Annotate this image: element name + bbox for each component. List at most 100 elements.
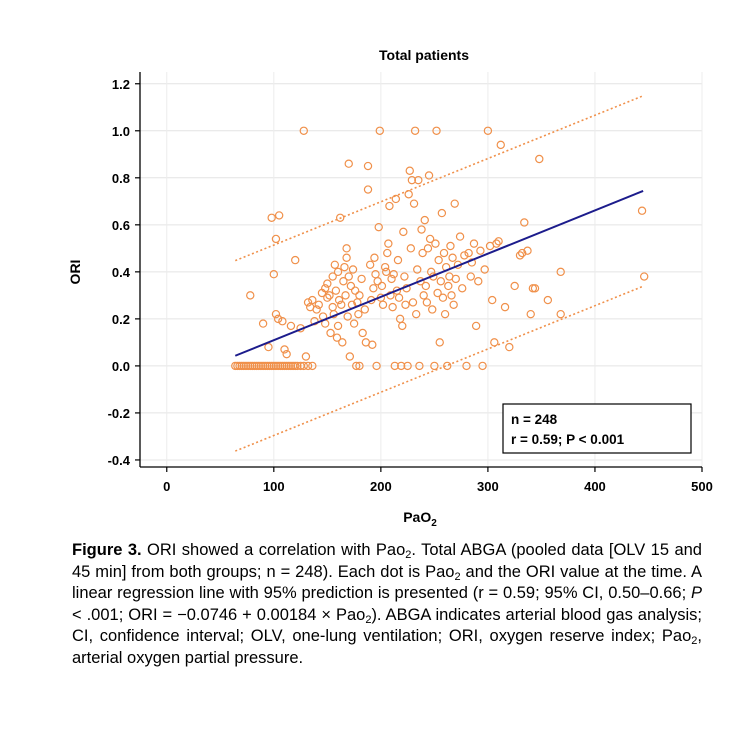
data-point <box>340 262 349 272</box>
data-point <box>476 246 485 255</box>
data-point <box>273 314 283 324</box>
data-point <box>434 255 443 265</box>
data-point <box>332 333 342 342</box>
data-point <box>413 265 422 274</box>
data-point <box>349 319 359 328</box>
data-point <box>474 277 483 286</box>
data-point <box>333 267 343 277</box>
data-point <box>293 361 302 371</box>
data-point <box>543 295 553 305</box>
data-point <box>418 248 427 258</box>
data-point <box>343 312 352 321</box>
data-point <box>439 248 449 258</box>
axes <box>135 72 703 472</box>
y-tick-label-6: 0.8 <box>112 171 130 186</box>
data-point <box>267 213 276 222</box>
data-point <box>405 166 414 175</box>
regression-line-path <box>234 189 644 357</box>
data-point <box>323 279 332 288</box>
data-point <box>365 260 375 269</box>
data-point <box>393 255 403 265</box>
data-point <box>355 291 364 300</box>
data-point <box>556 267 565 277</box>
data-point <box>435 338 444 347</box>
data-point <box>515 251 525 260</box>
x-tick-label-4: 400 <box>584 479 606 494</box>
data-point <box>258 319 268 328</box>
prediction-line-upper <box>234 95 644 262</box>
data-point <box>380 262 390 272</box>
data-points <box>231 126 649 371</box>
data-point <box>369 284 378 293</box>
data-point <box>378 300 388 309</box>
caption-sub-2: 2 <box>454 570 461 583</box>
data-point <box>458 284 467 293</box>
scatter-chart: -0.4 -0.2 0.0 0.2 0.4 0.6 0.8 1.0 1.2 0 100 200 300 4… <box>67 47 713 529</box>
data-point <box>424 171 434 180</box>
data-point <box>264 342 273 352</box>
data-point <box>432 126 441 135</box>
data-point <box>328 302 337 312</box>
chart-title: Total patients <box>379 47 469 63</box>
data-point <box>373 277 382 286</box>
y-tick-label-7: 1.0 <box>112 124 130 139</box>
x-axis-label-main: PaO <box>403 509 431 525</box>
data-point <box>390 361 399 371</box>
data-point <box>421 281 431 291</box>
data-point <box>358 328 367 338</box>
data-point <box>400 272 409 281</box>
data-point <box>447 291 456 300</box>
data-point <box>535 154 544 164</box>
caption-text-4: < .001; ORI = −0.0746 + 0.00184 × Pao <box>72 605 366 624</box>
data-point <box>455 232 465 241</box>
data-point <box>505 342 514 352</box>
data-point <box>384 239 393 248</box>
data-point <box>419 291 428 300</box>
data-point <box>377 281 387 291</box>
data-point <box>436 277 446 286</box>
figure-caption: Figure 3. ORI showed a correlation with … <box>72 540 702 669</box>
data-point <box>271 309 281 319</box>
data-point <box>355 361 364 371</box>
data-point <box>323 293 332 302</box>
data-point <box>303 361 313 371</box>
data-point <box>314 300 323 309</box>
data-point <box>363 161 373 171</box>
x-tick-label-1: 100 <box>263 479 285 494</box>
data-point <box>303 298 313 307</box>
data-point <box>333 321 343 331</box>
data-point <box>462 361 471 371</box>
x-tick-label-3: 300 <box>477 479 499 494</box>
caption-sub-1: 2 <box>405 549 412 561</box>
data-point <box>370 253 379 262</box>
stats-r: r = 0.59; P < 0.001 <box>511 432 625 447</box>
data-point <box>415 361 424 371</box>
data-point <box>444 281 453 291</box>
y-axis-label: ORI <box>67 260 83 285</box>
data-point <box>425 234 435 244</box>
data-point <box>414 175 423 185</box>
data-point <box>387 274 396 284</box>
data-point <box>410 126 420 135</box>
data-point <box>496 140 505 150</box>
data-point <box>464 248 473 258</box>
data-point <box>556 309 565 319</box>
data-point <box>330 260 340 269</box>
data-point <box>337 300 346 309</box>
data-point <box>480 265 489 274</box>
data-point <box>449 300 458 309</box>
data-point <box>406 244 416 253</box>
data-point <box>443 361 452 371</box>
data-point <box>328 272 337 281</box>
data-point <box>280 345 289 354</box>
caption-text-1: ORI showed a correlation with Pao <box>141 541 406 559</box>
data-point <box>471 321 481 331</box>
data-point <box>354 309 363 319</box>
data-point <box>422 298 432 307</box>
data-point <box>437 208 447 218</box>
data-point <box>487 295 497 305</box>
data-point <box>278 317 287 326</box>
data-point <box>341 291 350 300</box>
data-point <box>483 126 493 135</box>
data-point <box>448 253 457 262</box>
